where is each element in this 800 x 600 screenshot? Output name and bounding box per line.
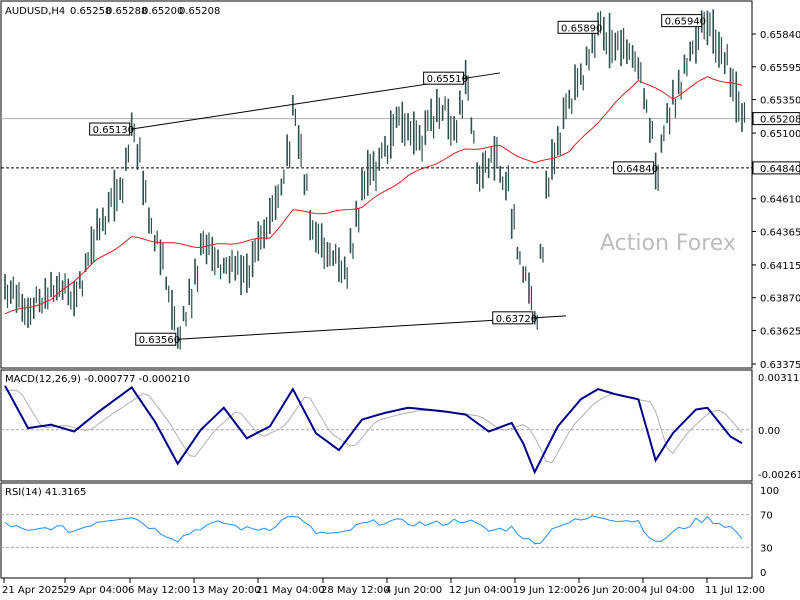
rsi-tick-label: 0 <box>760 568 766 579</box>
price-label-box <box>557 20 599 34</box>
x-tick-label: 29 Apr 04:00 <box>63 585 128 596</box>
x-tick-label: 21 Apr 2025 <box>2 585 64 596</box>
price-tick-label: 0.63870 <box>760 294 800 305</box>
x-tick-label: 6 May 12:00 <box>128 585 190 596</box>
price-label-0-65890: 0.65890 <box>557 20 602 34</box>
price-label-text: 0.65890 <box>561 23 602 34</box>
current-price-tag <box>752 112 800 126</box>
price-tick-label: 0.65840 <box>760 30 800 41</box>
price-label-0-63720: 0.63720 <box>492 311 537 325</box>
price-label-box <box>613 161 655 175</box>
price-label-box <box>423 71 465 85</box>
x-tick-label: 13 May 20:00 <box>192 585 261 596</box>
price-tick-label: 0.63625 <box>760 327 800 338</box>
price-label-text: 0.65510 <box>427 74 468 85</box>
macd-plot <box>1 385 752 475</box>
price-label-text: 0.63720 <box>496 314 537 325</box>
macd-main-line <box>4 385 743 475</box>
rsi-line <box>4 515 743 545</box>
x-tick-label: 11 Jul 12:00 <box>705 585 765 596</box>
price-label-text: 0.64840 <box>617 164 658 175</box>
price-label-box <box>135 332 177 346</box>
x-tick-label: 19 Jun 12:00 <box>513 585 577 596</box>
chart-header-close: 0.65208 <box>179 6 220 17</box>
x-tick-label: 21 May 04:00 <box>256 585 325 596</box>
x-tick-label: 4 Jul 04:00 <box>641 585 695 596</box>
price-label-0-65130: 0.65130 <box>89 122 134 136</box>
macd-tick-label: 0.003117 <box>758 373 800 384</box>
support-price-tag <box>752 161 800 175</box>
price-label-text: 0.65940 <box>665 17 706 28</box>
macd-pane <box>0 369 753 482</box>
price-label-box <box>492 311 534 325</box>
price-label-text: 0.65130 <box>93 125 134 136</box>
price-tick-label: 0.65350 <box>760 96 800 107</box>
price-label-0-64840: 0.64840 <box>613 161 658 175</box>
x-tick-label: 26 Jun 20:00 <box>577 585 641 596</box>
x-tick-label: 12 Jun 04:00 <box>449 585 513 596</box>
moving-average-line <box>4 76 743 315</box>
chart-header-symbol: AUDUSD,H4 <box>5 6 65 17</box>
x-tick-label: 28 May 12:00 <box>321 585 390 596</box>
price-label-0-63560: 0.63560 <box>135 332 180 346</box>
rsi-tick-label: 30 <box>760 543 773 554</box>
price-label-box <box>89 122 131 136</box>
axes: 0.658400.655950.653500.651000.648550.646… <box>2 30 800 596</box>
price-label-box <box>661 14 703 28</box>
rsi-pane <box>0 482 753 579</box>
macd-tick-label: 0.00 <box>758 426 780 437</box>
price-tick-label: 0.65100 <box>760 129 800 140</box>
price-tick-label: 0.64610 <box>760 195 800 206</box>
macd-label: MACD(12,26,9) -0.000777 -0.000210 <box>5 374 190 385</box>
main-plot: 0.65130 0.63560 0.65510 0.63720 0.65890 0.659… <box>1 9 752 350</box>
price-label-text: 0.63560 <box>139 335 180 346</box>
rsi-tick-label: 70 <box>760 511 773 522</box>
price-label-0-65940: 0.65940 <box>661 14 706 28</box>
chart-header-open: 0.65258 <box>70 6 111 17</box>
current-price-label: 0.65208 <box>760 115 800 126</box>
support-price-label: 0.64840 <box>760 164 800 175</box>
rsi-tick-label: 100 <box>760 486 779 497</box>
price-tick-label: 0.65595 <box>760 63 800 74</box>
rsi-label: RSI(14) 41.3165 <box>5 487 86 498</box>
watermark: Action Forex <box>600 231 736 256</box>
x-tick-label: 4 Jun 20:00 <box>385 585 442 596</box>
price-label-0-65510: 0.65510 <box>423 71 468 85</box>
rsi-plot <box>1 514 752 548</box>
price-tick-label: 0.64115 <box>760 261 800 272</box>
price-tick-label: 0.64365 <box>760 227 800 238</box>
chart-header-low: 0.65200 <box>142 6 183 17</box>
chart-header-high: 0.65288 <box>106 6 147 17</box>
price-tick-label: 0.63375 <box>760 360 800 371</box>
